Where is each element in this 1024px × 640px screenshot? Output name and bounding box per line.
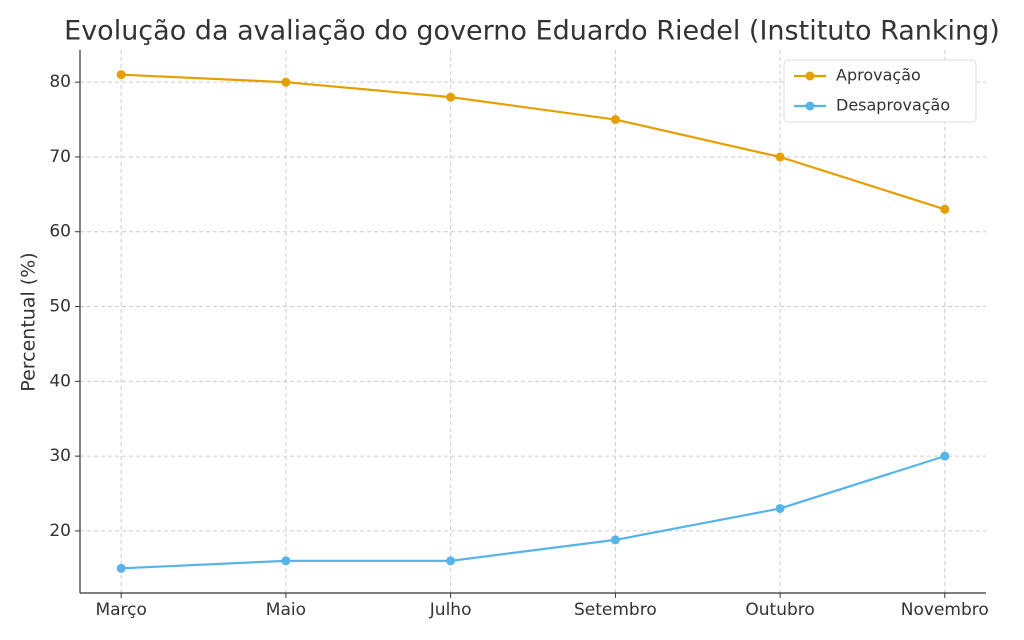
line <box>121 455 946 570</box>
point <box>610 115 620 125</box>
x-tick-label: Novembro <box>901 600 989 620</box>
x-tick-label: Julho <box>429 600 472 620</box>
legend-label: Aprovação <box>836 66 921 85</box>
legend-label: Desaprovação <box>836 96 950 115</box>
y-tick-label: 50 <box>49 297 71 317</box>
legend-marker <box>805 71 815 81</box>
point <box>281 556 291 566</box>
legend-box <box>783 59 977 123</box>
x-tick-label: Setembro <box>574 600 657 620</box>
x-tick-label: Outubro <box>745 600 814 620</box>
line <box>121 73 946 211</box>
point <box>446 556 456 566</box>
x-tick-label: Março <box>95 600 146 620</box>
point <box>940 451 950 461</box>
y-tick-label: 30 <box>49 446 71 466</box>
chart-title: Evolução da avaliação do governo Eduardo… <box>64 16 1000 47</box>
point <box>775 152 785 162</box>
point <box>610 535 620 545</box>
y-axis-label: Percentual (%) <box>18 252 40 391</box>
legend-marker <box>805 101 815 111</box>
point <box>940 204 950 214</box>
x-tick-label: Maio <box>266 600 306 620</box>
y-tick-label: 60 <box>49 222 71 242</box>
point <box>116 70 126 80</box>
y-tick-label: 70 <box>49 147 71 167</box>
y-tick-label: 80 <box>49 72 71 92</box>
point <box>281 77 291 87</box>
y-tick-label: 40 <box>49 371 71 391</box>
point <box>446 92 456 102</box>
point <box>116 563 126 573</box>
point <box>775 503 785 513</box>
y-tick-label: 20 <box>49 521 71 541</box>
